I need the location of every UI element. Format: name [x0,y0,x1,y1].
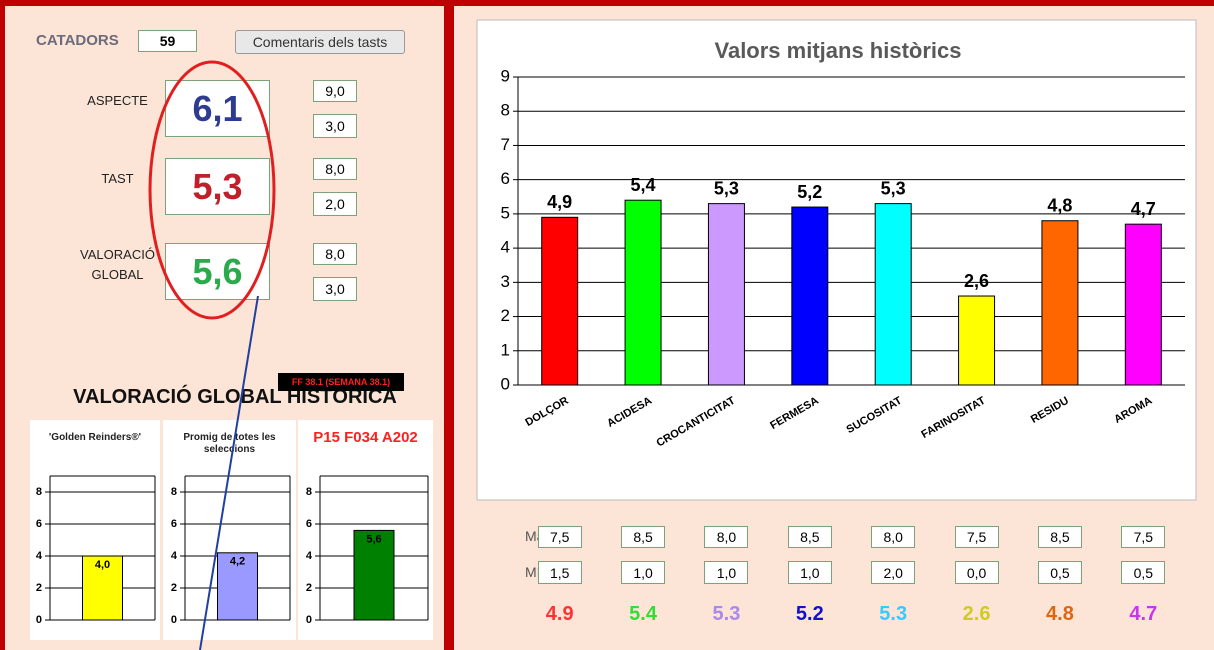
history-tag: FF 38.1 (SEMANA 38.1) [278,373,404,391]
value-label: 4,7 [1131,199,1156,219]
value-label: 5,2 [797,182,822,202]
y-tick-label: 4 [36,550,43,562]
max-value: 8,0 [871,526,916,548]
y-tick-label: 7 [501,135,510,154]
score-min: 3,0 [313,277,357,301]
average: 4.9 [545,603,574,625]
max-value: 7,5 [954,526,999,548]
chart-title: Valors mitjans històrics [715,38,962,63]
top-border [0,0,1214,6]
value-label: 5,6 [366,533,381,545]
score-max: 8,0 [313,158,357,180]
value-label: 5,3 [714,178,739,198]
catadors-value: 59 [138,30,197,52]
bar [874,203,912,386]
y-tick-label: 6 [171,518,177,530]
y-tick-label: 8 [306,486,312,498]
score-label: ASPECTE [87,93,148,108]
min-value: 2,0 [871,561,916,584]
max-value: 8,5 [621,526,666,548]
y-tick-label: 1 [501,340,510,359]
max-value: 7,5 [537,526,582,548]
bar [958,295,996,386]
divider [444,0,454,650]
value-label: 4,2 [230,556,245,568]
score-max: 9,0 [313,80,357,102]
min-value: 0,0 [954,561,999,584]
score-label: TAST [101,171,134,186]
average: 4.7 [1129,603,1158,625]
min-value: 1,0 [787,561,832,584]
average: 5.4 [629,603,657,625]
y-tick-label: 6 [501,169,510,188]
y-tick-label: 6 [306,518,312,530]
score-value: 6,1 [165,80,270,137]
bar [541,216,579,386]
comments-button[interactable]: Comentaris dels tasts [235,30,405,54]
score-label: GLOBAL [91,267,144,282]
value-label: 2,6 [964,271,989,291]
y-tick-label: 0 [501,374,510,393]
left-border [0,0,5,650]
min-value: 0,5 [1121,561,1166,584]
mini-title: P15 F034 A202 [313,429,418,446]
catadors-label: CATADORS [36,32,119,49]
max-value: 8,5 [787,526,832,548]
score-max: 8,0 [313,243,357,265]
score-value: 5,3 [165,158,270,215]
y-tick-label: 0 [36,614,42,626]
y-tick-label: 2 [171,582,177,594]
bar [353,529,395,621]
y-tick-label: 6 [36,518,42,530]
score-min: 2,0 [313,192,357,216]
bar [82,555,123,621]
bar [1041,220,1079,386]
y-tick-label: 0 [171,614,177,626]
value-label: 5,4 [631,175,656,195]
average: 5.2 [795,603,824,625]
mini-title: Promig de totes les seleccions [183,432,276,455]
min-value: 1,0 [621,561,666,584]
bar [707,203,745,386]
value-label: 5,3 [881,178,906,198]
y-tick-label: 4 [501,238,510,257]
y-tick-label: 3 [501,272,510,291]
y-tick-label: 2 [36,582,42,594]
score-value: 5,6 [165,243,270,300]
bar [624,199,662,386]
chart-area [476,19,1197,501]
max-value: 8,5 [1037,526,1082,548]
max-value: 7,5 [1121,526,1166,548]
y-tick-label: 2 [306,582,312,594]
bar [791,206,829,386]
min-value: 1,5 [537,561,582,584]
value-label: 4,0 [95,559,110,571]
bar [1124,223,1162,386]
y-tick-label: 8 [36,486,42,498]
score-label: VALORACIÓ [80,247,155,262]
average: 5.3 [879,603,908,625]
y-tick-label: 8 [171,486,177,498]
score-min: 3,0 [313,114,357,138]
min-value: 1,0 [704,561,749,584]
y-tick-label: 5 [501,203,510,222]
value-label: 4,9 [547,192,572,212]
y-tick-label: 4 [171,550,178,562]
y-tick-label: 9 [501,66,510,85]
y-tick-label: 8 [501,101,510,120]
value-label: 4,8 [1047,195,1072,215]
mini-title: 'Golden Reinders®' [48,432,142,443]
average: 5.3 [712,603,741,625]
min-value: 0,5 [1037,561,1082,584]
average: 2.6 [962,603,991,625]
y-tick-label: 2 [501,306,510,325]
y-tick-label: 4 [306,550,313,562]
average: 4.8 [1046,603,1074,625]
y-tick-label: 0 [306,614,312,626]
max-value: 8,0 [704,526,749,548]
